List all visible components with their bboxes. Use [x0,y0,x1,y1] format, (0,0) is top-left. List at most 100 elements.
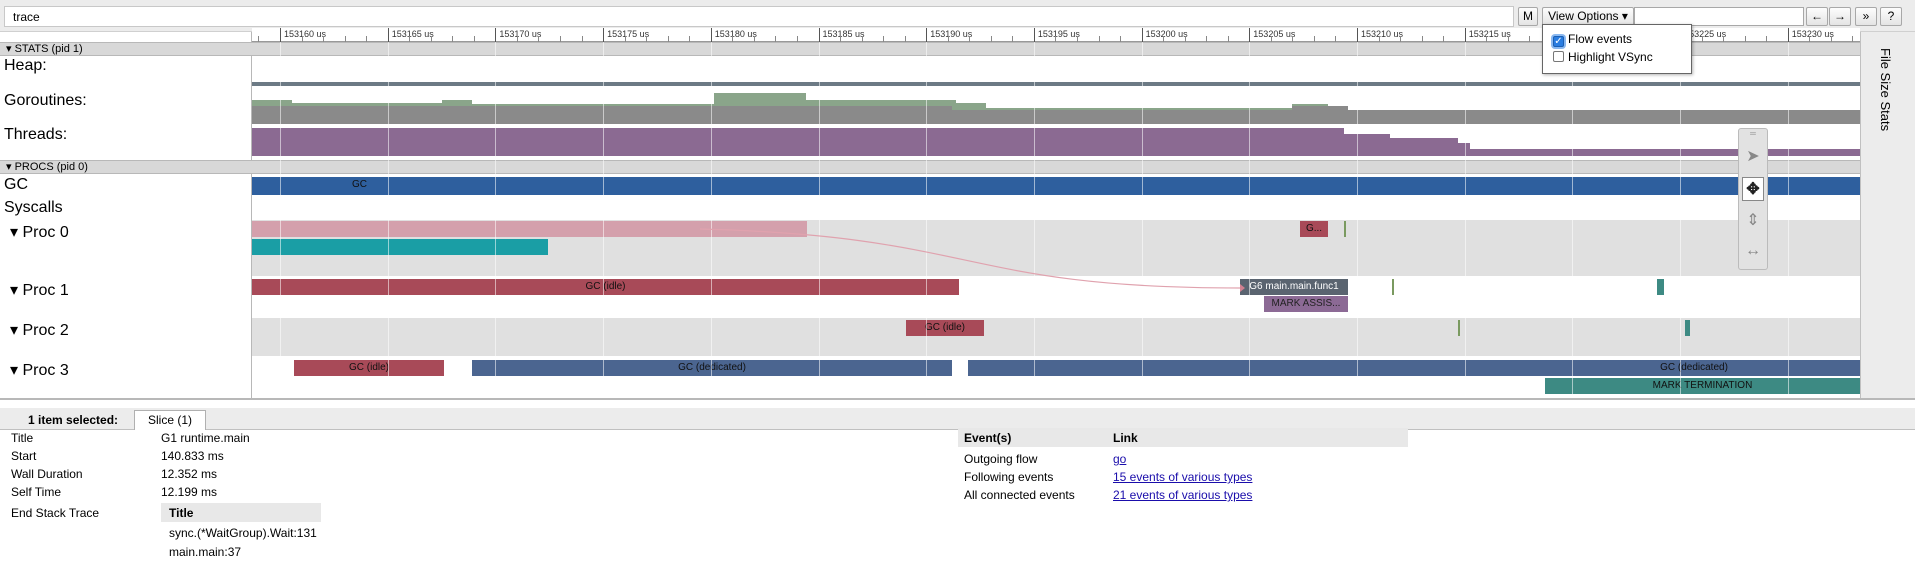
stack-trace-header-label: Title [169,506,194,520]
collapse-triangle-icon[interactable]: ▾ [6,161,12,173]
syscalls-label: Syscalls [4,199,63,216]
proc0-slice[interactable] [252,239,548,255]
ruler-minor-tick [753,36,755,42]
detail-key: Wall Duration [11,467,83,481]
ruler-tick-label: 153230 us [1787,28,1834,42]
time-ruler[interactable]: 153160 us 153165 us 153170 us 153175 us 1531… [252,28,1875,42]
fast-forward-button[interactable]: » [1855,7,1877,26]
proc1-mark-assist-label: MARK ASSIS... [1271,298,1341,309]
expand-triangle-icon[interactable]: ▾ [10,224,19,241]
zoom-tool-icon[interactable]: ⇕ [1746,212,1760,229]
ruler-minor-tick [1486,36,1488,42]
threads-label: Threads: [4,126,68,143]
highlight-vsync-checkbox[interactable] [1553,51,1564,62]
goroutines-area [442,100,472,110]
ruler-minor-tick [969,36,971,42]
collapse-triangle-icon[interactable]: ▾ [6,43,12,55]
right-sidebar [1860,32,1915,398]
gridline [1033,42,1035,398]
gridline [1141,42,1143,398]
highlight-vsync-option[interactable]: Highlight VSync [1553,49,1653,65]
flow-events-option[interactable]: ✓ Flow events [1553,31,1632,47]
proc3-gc-idle-slice[interactable]: GC (idle) [294,360,444,376]
outgoing-flow-link[interactable]: go [1113,452,1127,466]
procs-header-label: PROCS (pid 0) [14,161,88,173]
prev-button[interactable]: ← [1806,7,1828,26]
proc1-tiny-slice[interactable] [1657,279,1664,295]
help-button[interactable]: ? [1880,7,1902,26]
syscalls-track[interactable] [252,196,1860,220]
proc1-g6-slice[interactable]: G6 main.main.func1 [1240,279,1348,295]
proc1-tiny-slice[interactable] [1392,279,1394,295]
proc0-selected-slice[interactable] [252,221,807,237]
stats-section-header[interactable]: ▾ STATS (pid 1) [0,42,1860,56]
threads-area [252,128,1344,156]
expand-triangle-icon[interactable]: ▾ [10,322,19,339]
trace-title: trace [13,10,40,24]
heap-track[interactable] [252,56,1860,76]
flow-arrow[interactable] [700,226,1245,292]
ruler-minor-tick [1184,36,1186,42]
expand-triangle-icon[interactable]: ▾ [10,362,19,379]
search-input[interactable] [1634,7,1804,26]
ruler-minor-tick [1744,36,1746,42]
proc0-tiny-slice[interactable] [1344,221,1346,237]
expand-triangle-icon[interactable]: ▾ [10,282,19,299]
file-size-stats-tab[interactable]: File Size Stats [1878,48,1893,132]
proc1-label[interactable]: ▾ Proc 1 [10,280,69,300]
proc3-gc-dedicated-label: GC (dedicated) [1660,362,1728,373]
proc3-label-text: Proc 3 [22,362,69,379]
ruler-minor-tick [1270,36,1272,42]
view-options-button[interactable]: View Options ▾ [1542,7,1634,26]
proc2-tiny-slice[interactable] [1458,320,1460,336]
ruler-tick-label: 153210 us [1357,28,1403,42]
ruler-minor-tick [323,36,325,42]
all-connected-events-link[interactable]: 21 events of various types [1113,488,1253,502]
analysis-tab-strip [0,408,1915,430]
ruler-minor-tick [1055,36,1057,42]
flow-events-checkbox[interactable]: ✓ [1553,36,1564,47]
proc2-gc-idle-slice[interactable]: GC (idle) [906,320,984,336]
goroutines-runnable-area [252,110,1860,124]
select-tool-icon[interactable]: ➤ [1746,148,1760,165]
proc2-label[interactable]: ▾ Proc 2 [10,320,69,340]
ruler-minor-tick [1400,36,1402,42]
following-events-link[interactable]: 15 events of various types [1113,470,1253,484]
proc3-gc-dedicated-slice[interactable]: GC (dedicated) [472,360,952,376]
proc1-gc-idle-slice[interactable]: GC (idle) [252,279,959,295]
detail-start-value: 140.833 ms [161,449,224,463]
ruler-minor-tick [775,36,777,42]
gc-slice[interactable]: GC [252,177,1860,195]
m-button[interactable]: M [1518,7,1538,26]
ruler-minor-tick [689,36,691,42]
proc1-mark-assist-slice[interactable]: MARK ASSIS... [1264,296,1348,312]
ruler-tick-label: 153170 us [495,28,541,42]
slice-tab[interactable]: Slice (1) [134,410,206,430]
next-button[interactable]: → [1829,7,1851,26]
detail-wall-duration-value: 12.352 ms [161,467,218,481]
palette-grip-icon[interactable]: ═ [1750,129,1756,138]
detail-key: Self Time [11,485,62,499]
ruler-minor-tick [301,36,303,42]
proc0-label[interactable]: ▾ Proc 0 [10,222,69,242]
proc0-g-slice[interactable]: G... [1300,221,1328,237]
ruler-tick-label: 153205 us [1249,28,1295,42]
goroutines-label: Goroutines: [4,92,87,109]
proc2-tiny-slice[interactable] [1685,320,1690,336]
proc3-label[interactable]: ▾ Proc 3 [10,360,69,380]
ruler-minor-tick [1335,36,1337,42]
ruler-tick-label: 153195 us [1033,28,1080,42]
ruler-minor-tick [904,36,906,42]
timing-tool-icon[interactable]: ↔ [1745,242,1761,259]
gridline [495,42,497,398]
proc3-mark-termination-slice[interactable]: MARK TERMINATION [1545,378,1860,394]
gridline [387,42,389,398]
proc3-gc-dedicated-slice[interactable]: GC (dedicated) [968,360,1860,376]
ruler-minor-tick [1766,36,1768,42]
event-name: Outgoing flow [964,452,1038,466]
ruler-minor-tick [1163,36,1165,42]
ruler-minor-tick [430,36,432,42]
pan-tool-icon[interactable]: ✥ [1742,177,1764,201]
procs-section-header[interactable]: ▾ PROCS (pid 0) [0,160,1860,174]
proc2-track[interactable] [252,318,1860,356]
